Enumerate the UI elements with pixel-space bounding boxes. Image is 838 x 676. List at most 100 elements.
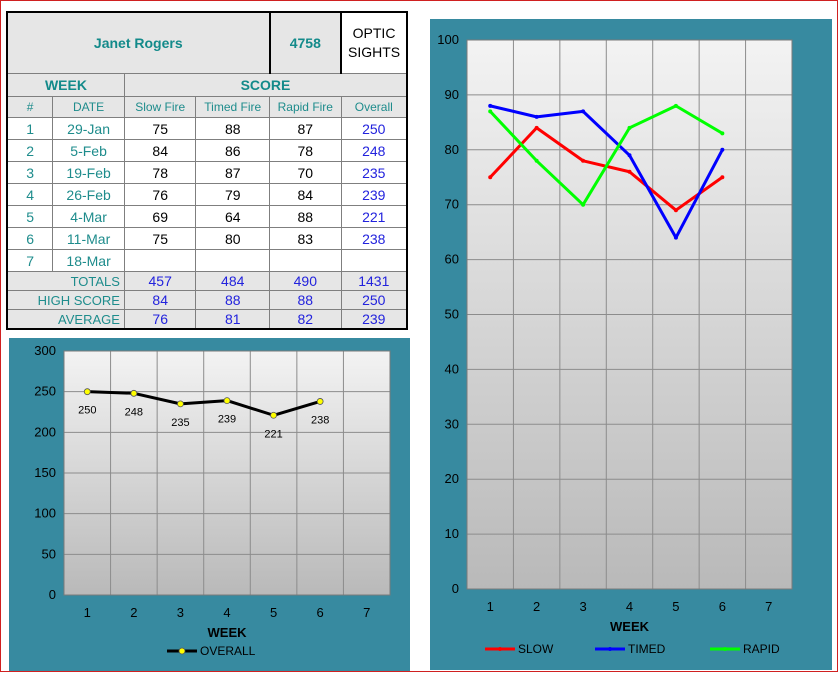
row-slow: 75 <box>123 117 197 140</box>
data-label: 250 <box>78 405 96 417</box>
y-tick-label: 50 <box>445 307 459 322</box>
average-overall: 239 <box>340 309 408 330</box>
table-row: 5 4-Mar 69 64 88 221 <box>6 205 408 228</box>
y-tick-label: 200 <box>34 424 56 439</box>
data-point <box>488 103 493 108</box>
y-tick-label: 0 <box>49 587 56 602</box>
legend-marker <box>178 647 186 655</box>
row-timed: 79 <box>195 183 271 206</box>
data-point <box>534 114 539 119</box>
row-slow: 69 <box>123 205 197 228</box>
data-point <box>720 131 725 136</box>
legend-label-timed: TIMED <box>628 642 666 656</box>
x-tick-label: 2 <box>533 599 540 614</box>
row-timed: 88 <box>195 117 271 140</box>
y-tick-label: 250 <box>34 384 56 399</box>
row-slow: 75 <box>123 227 197 250</box>
average-label: AVERAGE <box>6 309 125 330</box>
row-num: 2 <box>6 139 54 162</box>
totals-row: TOTALS 457 484 490 1431 <box>6 271 408 291</box>
y-tick-label: 80 <box>445 142 459 157</box>
data-point <box>627 153 632 158</box>
row-num: 5 <box>6 205 54 228</box>
average-slow: 76 <box>123 309 197 330</box>
totals-slow: 457 <box>123 271 197 291</box>
column-header-row: # DATE Slow Fire Timed Fire Rapid Fire O… <box>6 96 408 118</box>
table-row: 7 18-Mar <box>6 249 408 272</box>
row-rapid: 84 <box>269 183 342 206</box>
fire-type-chart: 0 10 20 30 40 50 60 70 80 90 100 1 2 3 4 5 6 7 WEEK SLOW TIM… <box>437 32 793 656</box>
row-rapid: 83 <box>269 227 342 250</box>
legend-label-rapid: RAPID <box>743 642 780 656</box>
legend-label-slow: SLOW <box>518 642 554 656</box>
row-timed: 86 <box>195 139 271 162</box>
data-label: 235 <box>171 417 189 429</box>
row-overall: 221 <box>340 205 408 228</box>
row-overall: 235 <box>340 161 408 184</box>
row-timed: 80 <box>195 227 271 250</box>
high-rapid: 88 <box>269 290 342 310</box>
row-slow: 76 <box>123 183 197 206</box>
shooter-name: Janet Rogers <box>6 11 271 74</box>
row-timed <box>195 249 271 272</box>
data-point <box>130 389 138 397</box>
row-num: 1 <box>6 117 54 140</box>
row-rapid <box>269 249 342 272</box>
x-tick-label: 3 <box>177 605 184 620</box>
shooter-id: 4758 <box>269 11 343 74</box>
high-slow: 84 <box>123 290 197 310</box>
row-rapid: 70 <box>269 161 342 184</box>
data-point <box>627 169 632 174</box>
legend-marker <box>498 647 502 651</box>
y-tick-label: 40 <box>445 361 459 376</box>
series-line-timed <box>489 104 724 240</box>
x-axis-title: WEEK <box>610 619 650 634</box>
row-rapid: 78 <box>269 139 342 162</box>
row-num: 4 <box>6 183 54 206</box>
table-row: 4 26-Feb 76 79 84 239 <box>6 183 408 206</box>
y-tick-label: 10 <box>445 526 459 541</box>
row-overall: 238 <box>340 227 408 250</box>
data-point <box>534 158 539 163</box>
col-header-date: DATE <box>52 96 125 118</box>
data-point <box>720 147 725 152</box>
row-date: 5-Feb <box>52 139 125 162</box>
row-overall: 250 <box>340 117 408 140</box>
col-header-rapid: Rapid Fire <box>269 96 342 118</box>
high-timed: 88 <box>195 290 271 310</box>
row-date: 29-Jan <box>52 117 125 140</box>
row-overall: 239 <box>340 183 408 206</box>
table-row: 6 11-Mar 75 80 83 238 <box>6 227 408 250</box>
col-header-num: # <box>6 96 54 118</box>
x-tick-label: 5 <box>270 605 277 620</box>
row-num: 7 <box>6 249 54 272</box>
x-tick-label: 2 <box>130 605 137 620</box>
row-slow: 84 <box>123 139 197 162</box>
table-row: 1 29-Jan 75 88 87 250 <box>6 117 408 140</box>
average-row: AVERAGE 76 81 82 239 <box>6 309 408 330</box>
row-num: 3 <box>6 161 54 184</box>
row-date: 19-Feb <box>52 161 125 184</box>
y-tick-label: 300 <box>34 343 56 358</box>
data-label: 239 <box>218 414 236 426</box>
data-point <box>673 103 678 108</box>
y-tick-label: 100 <box>437 32 459 47</box>
legend-marker <box>723 647 727 651</box>
sights-line-1: OPTIC <box>352 25 396 41</box>
plot-border <box>63 350 391 596</box>
col-header-overall: Overall <box>340 96 408 118</box>
overall-chart: 0 50 100 150 200 250 300 1 2 3 4 5 6 7 WEEK 250 248 235 23… <box>34 343 391 658</box>
data-point <box>720 175 725 180</box>
x-tick-label: 4 <box>223 605 230 620</box>
row-date: 18-Mar <box>52 249 125 272</box>
y-tick-label: 20 <box>445 471 459 486</box>
totals-label: TOTALS <box>6 271 125 291</box>
x-tick-label: 6 <box>317 605 324 620</box>
totals-timed: 484 <box>195 271 271 291</box>
row-overall: 248 <box>340 139 408 162</box>
legend-label-overall: OVERALL <box>200 644 256 658</box>
score-table: Janet Rogers 4758 OPTIC SIGHTS WEEK SCOR… <box>6 11 408 330</box>
data-label: 248 <box>125 406 143 418</box>
data-point <box>581 202 586 207</box>
data-point <box>270 411 277 419</box>
